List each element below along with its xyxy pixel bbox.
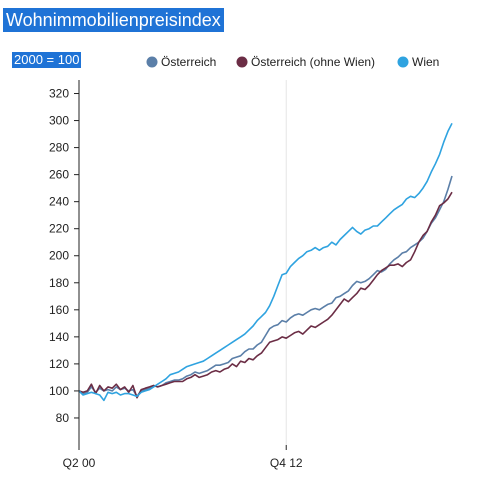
- series-lines: [78, 122, 453, 402]
- legend-marker: [397, 56, 409, 68]
- y-tick-label: 180: [49, 276, 69, 290]
- y-tick-label: 320: [49, 87, 69, 101]
- y-tick-label: 220: [49, 222, 69, 236]
- legend-marker: [236, 56, 248, 68]
- y-tick-label: 200: [49, 249, 69, 263]
- y-tick-label: 240: [49, 195, 69, 209]
- y-tick-label: 160: [49, 303, 69, 317]
- series-line: [78, 191, 453, 399]
- y-tick-label: 120: [49, 357, 69, 371]
- legend-marker: [146, 56, 158, 68]
- legend-label: Österreich (ohne Wien): [251, 55, 375, 69]
- y-tick-label: 280: [49, 141, 69, 155]
- x-tick-label: Q4 12: [270, 456, 303, 470]
- x-tick-label: Q2 00: [63, 456, 96, 470]
- y-axis-ticks: 80 100 120 140 160 180 200 220 240 260 280 300 320: [49, 87, 79, 425]
- x-axis-ticks: Q2 00 Q4 12: [63, 445, 303, 470]
- series-line: [78, 122, 453, 402]
- unit-label: 2000 = 100: [12, 52, 82, 68]
- legend-label: Österreich: [161, 55, 216, 69]
- y-tick-label: 140: [49, 330, 69, 344]
- y-tick-label: 300: [49, 114, 69, 128]
- legend-label: Wien: [412, 55, 439, 69]
- page-title: Wohnimmobilienpreisindex: [3, 8, 224, 32]
- y-tick-label: 100: [49, 384, 69, 398]
- y-tick-label: 80: [56, 411, 70, 425]
- y-tick-label: 260: [49, 168, 69, 182]
- legend: Österreich Österreich (ohne Wien) Wien: [146, 55, 439, 69]
